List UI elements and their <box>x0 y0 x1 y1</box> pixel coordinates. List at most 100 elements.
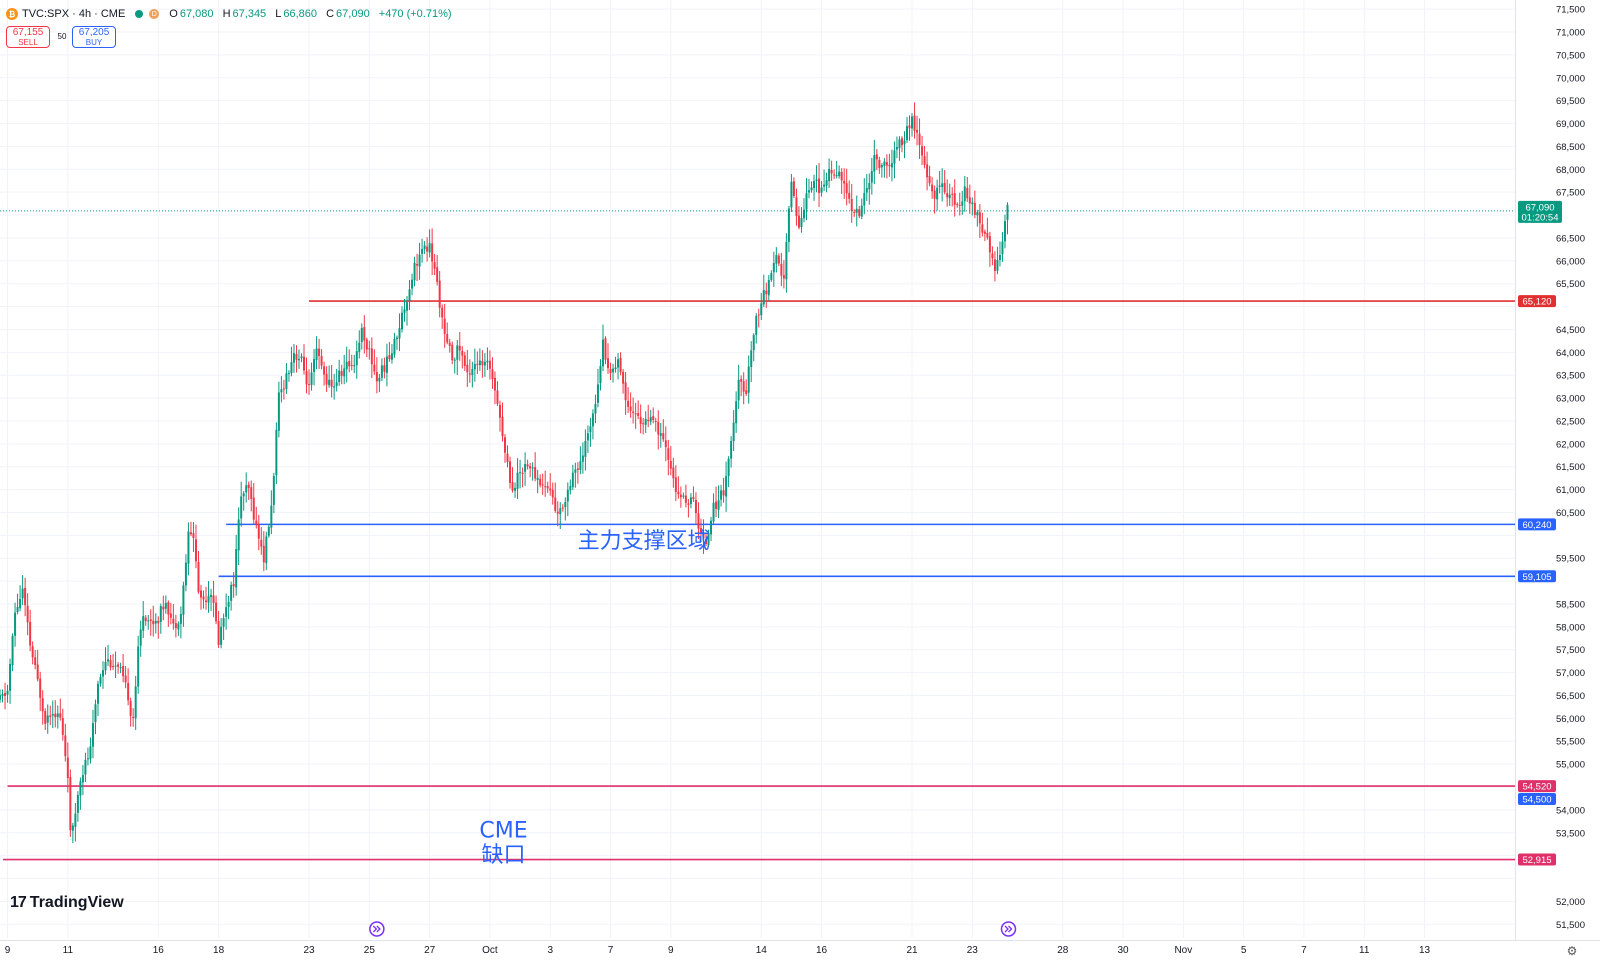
buy-button[interactable]: 67,205 BUY <box>72 26 116 48</box>
tradingview-logo[interactable]: 17 TradingView <box>10 894 124 912</box>
forward-event-icon[interactable] <box>369 921 385 937</box>
candle <box>11 633 14 672</box>
candle <box>282 379 285 400</box>
candle-body <box>315 348 318 360</box>
candle <box>539 474 542 488</box>
candle-body <box>235 549 238 588</box>
candle-body <box>338 370 341 382</box>
candle <box>308 369 311 395</box>
candle <box>84 752 87 782</box>
candle <box>91 709 94 759</box>
candle <box>629 392 632 418</box>
candle <box>815 165 818 193</box>
candle-body <box>838 171 841 177</box>
candle-body <box>473 363 476 370</box>
candle-body <box>157 620 160 624</box>
candle-body <box>247 484 250 489</box>
candle-body <box>629 406 632 411</box>
candle <box>378 373 381 393</box>
buy-price: 67,205 <box>78 27 110 38</box>
candle <box>59 698 62 721</box>
candle-body <box>627 400 630 407</box>
candle <box>820 181 823 197</box>
candle-body <box>174 623 177 629</box>
time-axis: 9 11 16 18 23 25 27 Oct 3 7 9 14 16 21 23 28 30 Nov 5 7 11 13… <box>0 940 1600 958</box>
candle <box>737 364 740 410</box>
sell-button[interactable]: 67,155 SELL <box>6 26 50 48</box>
forward-event-icon[interactable] <box>1000 921 1017 937</box>
candle <box>202 590 205 609</box>
candle <box>657 410 660 450</box>
support-lines <box>0 210 1515 861</box>
settings-gear-icon[interactable]: ⚙ <box>1567 944 1578 958</box>
candle-body <box>890 163 893 168</box>
candle-body <box>255 520 258 524</box>
event-marker-chevrons <box>372 925 381 933</box>
candle-body <box>94 704 97 723</box>
candle-body <box>936 187 939 200</box>
candle <box>56 705 59 729</box>
candle-body <box>370 348 373 365</box>
candle-body <box>762 290 765 305</box>
candle <box>566 482 569 517</box>
candle-body <box>968 197 971 204</box>
candle <box>521 467 524 488</box>
candle <box>722 477 725 503</box>
candle-body <box>941 183 944 187</box>
candle <box>694 492 697 525</box>
candle <box>511 467 514 493</box>
candle <box>328 365 331 388</box>
candle <box>898 136 901 161</box>
candle-body <box>699 528 702 534</box>
candle-body <box>549 488 552 491</box>
line-price-label: 65,120 <box>1522 297 1551 308</box>
candle-body <box>438 280 441 308</box>
candle-body <box>800 218 803 227</box>
candle-body <box>581 455 584 462</box>
candle-body <box>333 386 336 388</box>
price-tick-label: 55,000 <box>1556 760 1585 771</box>
candle <box>468 359 471 383</box>
candle <box>473 348 476 382</box>
candle-body <box>953 193 956 205</box>
price-tick-label: 62,000 <box>1556 439 1585 450</box>
candle <box>129 697 132 727</box>
candle-body <box>943 182 946 193</box>
candle <box>544 470 547 497</box>
candle-body <box>850 199 853 211</box>
candle <box>365 337 368 358</box>
candle <box>707 529 710 548</box>
candle-body <box>961 201 964 206</box>
candle <box>978 204 981 238</box>
candle <box>715 486 718 518</box>
price-tick-label: 68,500 <box>1556 142 1585 153</box>
candle-body <box>541 484 544 486</box>
candle-body <box>240 496 243 519</box>
candle <box>373 349 376 375</box>
candle <box>270 490 273 535</box>
time-tick-label: 28 <box>1057 945 1069 956</box>
candle <box>589 417 592 447</box>
candle-body <box>443 318 446 334</box>
candle <box>669 445 672 476</box>
candle <box>509 456 512 489</box>
candle-body <box>546 486 549 489</box>
candle-body <box>177 623 180 630</box>
candle <box>102 661 105 689</box>
candle <box>579 446 582 475</box>
candle <box>162 595 165 621</box>
candle <box>498 400 501 432</box>
candle <box>953 179 956 217</box>
candle <box>725 461 728 512</box>
candle-body <box>536 477 539 480</box>
candle-body <box>802 209 805 219</box>
price-tick-label: 51,500 <box>1556 920 1585 931</box>
candle <box>66 742 69 793</box>
candle <box>614 356 617 373</box>
candle-body <box>297 358 300 361</box>
candle-body <box>539 478 542 486</box>
price-tick-label: 58,000 <box>1556 622 1585 633</box>
symbol-title[interactable]: TVC:SPX · 4h · CME <box>22 8 126 20</box>
candle-body <box>926 164 929 178</box>
